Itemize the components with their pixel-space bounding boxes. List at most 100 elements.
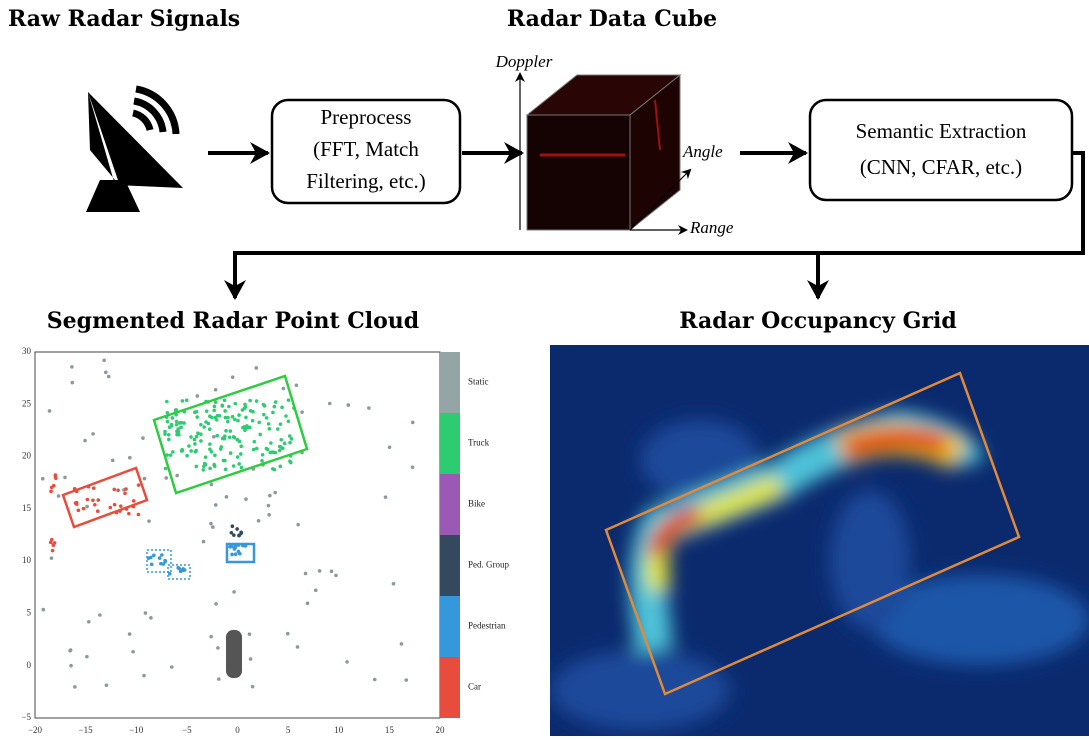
point bbox=[41, 608, 45, 612]
point bbox=[252, 448, 256, 452]
x-tick-label: 5 bbox=[286, 725, 291, 735]
point bbox=[227, 405, 231, 409]
point bbox=[209, 635, 213, 639]
point bbox=[234, 552, 238, 556]
point bbox=[181, 399, 185, 403]
point bbox=[267, 504, 271, 508]
point bbox=[86, 498, 90, 502]
point bbox=[296, 523, 300, 527]
point bbox=[204, 420, 208, 424]
point bbox=[51, 549, 55, 553]
point bbox=[288, 434, 292, 438]
point bbox=[239, 452, 243, 456]
point bbox=[193, 438, 197, 442]
point bbox=[73, 685, 77, 689]
point bbox=[233, 402, 237, 406]
x-tick-label: 20 bbox=[436, 725, 446, 735]
title-raw: Raw Radar Signals bbox=[8, 6, 240, 32]
point bbox=[278, 449, 282, 453]
title-cube: Radar Data Cube bbox=[507, 6, 717, 32]
point bbox=[193, 442, 197, 446]
point bbox=[196, 394, 200, 398]
point bbox=[384, 495, 388, 499]
point bbox=[160, 553, 164, 557]
semantic-box bbox=[810, 100, 1072, 200]
point bbox=[347, 403, 351, 407]
point bbox=[213, 454, 217, 458]
point bbox=[240, 466, 244, 470]
point bbox=[119, 504, 123, 508]
point bbox=[243, 403, 247, 407]
point bbox=[223, 398, 227, 402]
point bbox=[388, 445, 392, 449]
point bbox=[128, 456, 132, 460]
point bbox=[208, 442, 212, 446]
point bbox=[286, 632, 290, 636]
y-tick-label: 5 bbox=[27, 607, 32, 617]
point bbox=[166, 420, 170, 424]
class-label: Static bbox=[468, 377, 489, 387]
point bbox=[260, 459, 264, 463]
point bbox=[248, 399, 252, 403]
point bbox=[112, 488, 116, 492]
point bbox=[231, 415, 235, 419]
box-text: Preprocess bbox=[321, 105, 412, 129]
point bbox=[131, 650, 135, 654]
point bbox=[232, 464, 236, 468]
point bbox=[411, 421, 415, 425]
point bbox=[287, 419, 291, 423]
point bbox=[164, 467, 168, 471]
point bbox=[268, 494, 272, 498]
point bbox=[279, 438, 283, 442]
point bbox=[246, 426, 250, 430]
point bbox=[283, 442, 287, 446]
point bbox=[91, 499, 95, 503]
point bbox=[201, 468, 205, 472]
antenna-icon bbox=[86, 89, 183, 212]
point bbox=[175, 430, 179, 434]
title-grid: Radar Occupancy Grid bbox=[679, 308, 956, 334]
point bbox=[75, 502, 79, 506]
point bbox=[236, 419, 240, 423]
point bbox=[169, 453, 173, 457]
colorbar-cell bbox=[440, 596, 460, 657]
point bbox=[70, 365, 74, 369]
point bbox=[236, 455, 240, 459]
point bbox=[273, 491, 277, 495]
point bbox=[217, 677, 221, 681]
point bbox=[189, 449, 193, 453]
point bbox=[221, 437, 225, 441]
point bbox=[265, 447, 269, 451]
point bbox=[170, 423, 174, 427]
point bbox=[185, 398, 189, 402]
point bbox=[171, 450, 175, 454]
class-label: Car bbox=[468, 682, 481, 692]
class-label: Pedestrian bbox=[468, 621, 506, 631]
point bbox=[113, 503, 117, 507]
point bbox=[330, 569, 334, 573]
point bbox=[171, 416, 175, 420]
point bbox=[175, 433, 179, 437]
point bbox=[53, 541, 57, 545]
point bbox=[93, 503, 97, 507]
point bbox=[244, 497, 248, 501]
point bbox=[199, 439, 203, 443]
point bbox=[213, 405, 217, 409]
point bbox=[231, 375, 235, 379]
point bbox=[257, 519, 261, 523]
point bbox=[276, 427, 280, 431]
car-icon bbox=[226, 630, 242, 678]
y-tick-label: 0 bbox=[27, 660, 32, 670]
point bbox=[175, 420, 179, 424]
point bbox=[71, 381, 75, 385]
point bbox=[189, 435, 193, 439]
point bbox=[149, 556, 153, 560]
point bbox=[167, 438, 171, 442]
point bbox=[50, 486, 54, 490]
point bbox=[77, 509, 81, 513]
point bbox=[279, 422, 283, 426]
point bbox=[141, 436, 145, 440]
point bbox=[164, 476, 168, 480]
point bbox=[221, 404, 225, 408]
point bbox=[137, 513, 141, 517]
